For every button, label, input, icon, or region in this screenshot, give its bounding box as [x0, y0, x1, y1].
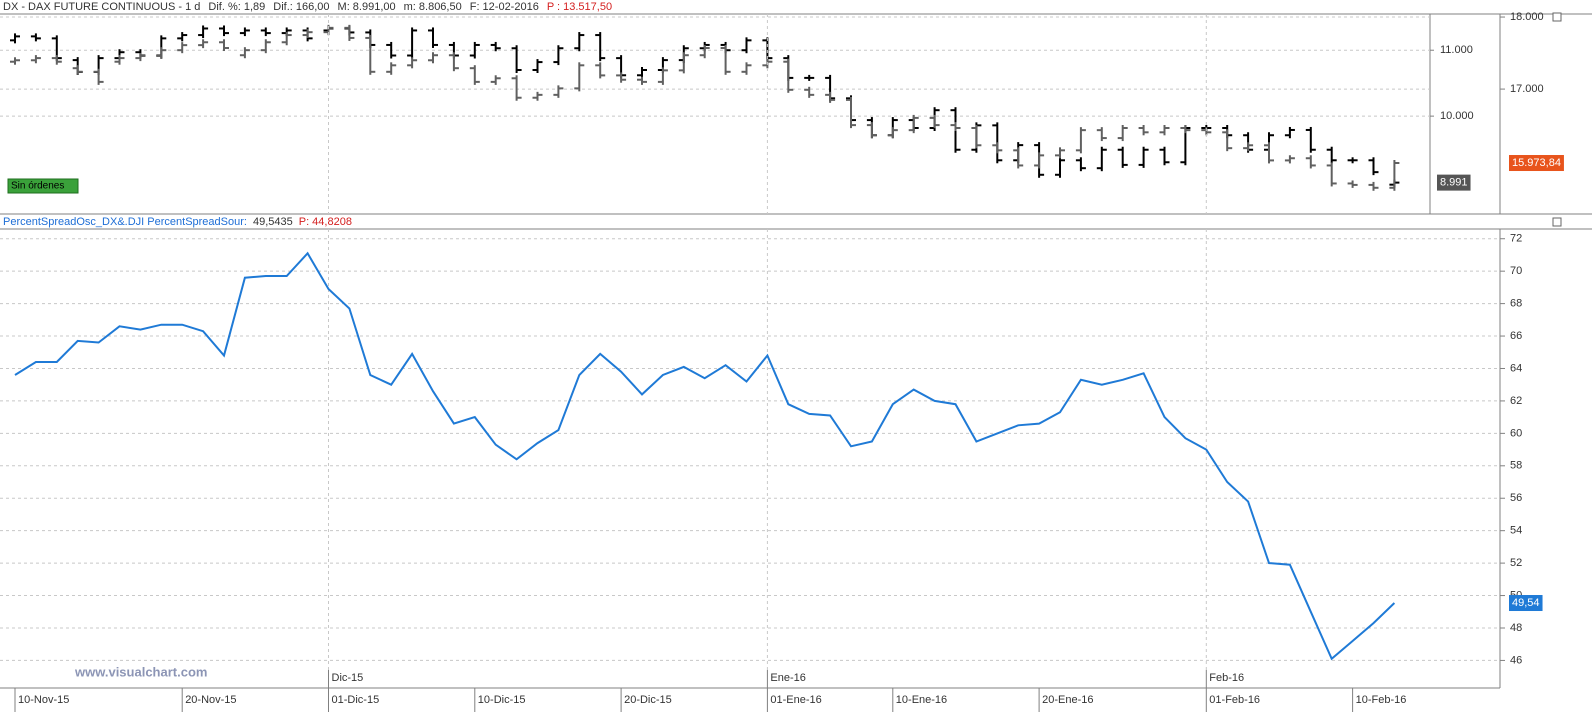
- last-price-label-box: [1509, 155, 1564, 172]
- status-badge: Sin órdenes: [11, 181, 64, 192]
- y-tick-label: 72: [1510, 233, 1522, 245]
- x-tick-label: 10-Nov-15: [18, 694, 69, 706]
- month-label: Ene-16: [770, 672, 805, 684]
- x-tick-label: 10-Feb-16: [1356, 694, 1407, 706]
- x-tick-label: 20-Ene-16: [1042, 694, 1093, 706]
- oscillator-line: [14, 251, 1396, 661]
- header-stat: Dif. %: 1,89: [208, 1, 265, 13]
- month-label: Feb-16: [1209, 672, 1244, 684]
- y-tick-label: 62: [1510, 395, 1522, 407]
- x-tick-label: 20-Dic-15: [624, 694, 672, 706]
- y-tick-label: 46: [1510, 654, 1522, 666]
- y-tick-label: 11.000: [1440, 44, 1473, 56]
- panel-button[interactable]: [1552, 217, 1562, 227]
- header-price: P : 13.517,50: [547, 1, 612, 13]
- y-tick-label: 10.000: [1440, 110, 1474, 122]
- y-tick-label: 58: [1510, 460, 1522, 472]
- x-tick-label: 10-Ene-16: [896, 694, 947, 706]
- header-price: P: 44,8208: [299, 216, 352, 228]
- x-tick-label: 01-Ene-16: [770, 694, 821, 706]
- y-tick-label: 54: [1510, 525, 1522, 537]
- y2-tick-label: 18.000: [1510, 11, 1544, 23]
- last-price-label-box: [1437, 174, 1471, 191]
- y-tick-label: 70: [1510, 265, 1522, 277]
- x-tick-label: 01-Feb-16: [1209, 694, 1260, 706]
- y-tick-label: 66: [1510, 330, 1522, 342]
- status-badge-box: [7, 178, 79, 194]
- last-price-label: 15.973,84: [1512, 157, 1561, 169]
- y-tick-label: 48: [1510, 622, 1522, 634]
- watermark: www.visualchart.com: [74, 664, 207, 679]
- x-tick-label: 01-Dic-15: [332, 694, 380, 706]
- y-tick-label: 64: [1510, 362, 1522, 374]
- y-tick-label: 56: [1510, 492, 1522, 504]
- panel-title: DX - DAX FUTURE CONTINUOUS - 1 d: [3, 1, 200, 13]
- last-price-label: 8.991: [1440, 177, 1468, 189]
- header-stat: M: 8.991,00: [338, 1, 396, 13]
- x-tick-label: 10-Dic-15: [478, 694, 526, 706]
- panel-title: PercentSpreadOsc_DX&.DJI PercentSpreadSo…: [3, 216, 247, 228]
- header-stat: F: 12-02-2016: [470, 1, 539, 13]
- header-stat: m: 8.806,50: [404, 1, 462, 13]
- header-readout: 49,5435: [253, 216, 293, 228]
- y2-tick-label: 17.000: [1510, 83, 1544, 95]
- last-value-label: 49,54: [1512, 597, 1540, 609]
- panel-button[interactable]: [1552, 12, 1562, 22]
- y-tick-label: 68: [1510, 298, 1522, 310]
- last-value-label-box: [1509, 595, 1543, 612]
- header-stat: Dif.: 166,00: [273, 1, 329, 13]
- y-tick-label: 52: [1510, 557, 1522, 569]
- x-tick-label: 20-Nov-15: [185, 694, 236, 706]
- month-label: Dic-15: [332, 672, 364, 684]
- y-tick-label: 60: [1510, 427, 1522, 439]
